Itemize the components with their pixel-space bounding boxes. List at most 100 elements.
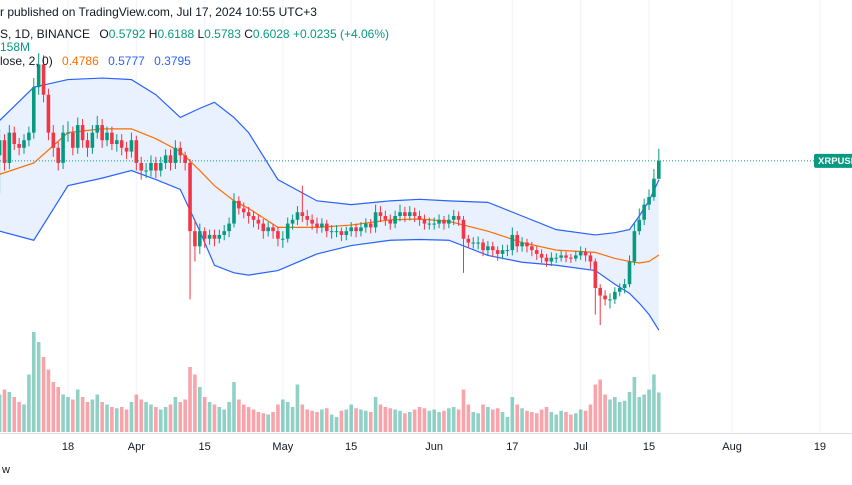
volume-bar xyxy=(119,407,124,432)
symbol-tag: XRPUSD xyxy=(818,156,852,167)
ohlc-value: 0.6028 xyxy=(252,27,290,41)
volume-bar xyxy=(647,389,651,432)
candle-body xyxy=(447,219,451,224)
candle-body xyxy=(544,257,549,262)
x-tick-label: 15 xyxy=(643,441,655,453)
volume-bar xyxy=(2,389,7,432)
volume-bar xyxy=(573,413,578,432)
volume-bar xyxy=(525,410,529,432)
volume-bar xyxy=(158,409,163,432)
candle-body xyxy=(505,250,510,252)
volume-bar xyxy=(193,374,197,432)
volume-bar xyxy=(315,412,319,432)
volume-bar xyxy=(466,404,471,432)
candle-body xyxy=(642,204,646,220)
volume-bar xyxy=(339,410,344,432)
candle-body xyxy=(66,132,70,134)
volume-bar xyxy=(246,407,251,432)
candle-body xyxy=(149,162,153,171)
volume-bar xyxy=(564,412,568,432)
volume-bar xyxy=(198,387,202,432)
candle-body xyxy=(588,255,593,262)
candle-body xyxy=(613,291,617,300)
candle-body xyxy=(41,64,46,95)
candle-body xyxy=(359,227,363,232)
indicator-line: lose, 2, 0) 0.4786 0.5777 0.3795 xyxy=(0,54,191,68)
volume-bar xyxy=(622,400,627,432)
candle-body xyxy=(232,200,236,224)
volume-bar xyxy=(461,389,466,432)
candle-body xyxy=(202,231,207,239)
volume-bar xyxy=(129,402,134,432)
candle-body xyxy=(315,223,319,228)
volume-bar xyxy=(36,342,41,432)
candle-body xyxy=(466,238,471,243)
candle-body xyxy=(2,140,7,163)
candle-body xyxy=(627,261,632,285)
volume-bar xyxy=(154,407,158,432)
volume-bar xyxy=(281,399,285,432)
candle-body xyxy=(329,231,334,233)
candle-body xyxy=(481,242,485,251)
change: +0.0235 (+4.06%) xyxy=(292,27,390,41)
candle-body xyxy=(637,219,642,232)
candle-body xyxy=(251,216,256,220)
candle-body xyxy=(471,242,476,244)
candle-body xyxy=(393,216,397,224)
volume-bar xyxy=(378,404,383,432)
candle-body xyxy=(290,219,295,224)
candle-body xyxy=(622,284,627,288)
candle-body xyxy=(56,147,60,163)
candle-body xyxy=(110,132,114,144)
volume-bar xyxy=(232,382,236,432)
volume-bar xyxy=(427,410,432,432)
volume-bar xyxy=(471,412,476,432)
volume-bar xyxy=(598,379,603,432)
candle-body xyxy=(178,147,183,156)
volume-bar xyxy=(608,399,612,432)
volume-bar xyxy=(100,402,104,432)
candle-body xyxy=(27,132,31,141)
candle-body xyxy=(349,227,353,232)
candle-body xyxy=(85,140,90,148)
volume-bar xyxy=(368,412,373,432)
volume-bar xyxy=(7,392,12,432)
ohlc-label: O xyxy=(99,27,109,41)
volume-bar xyxy=(241,404,246,432)
volume-bar xyxy=(251,409,256,432)
volume-bar xyxy=(613,397,617,432)
candle-body xyxy=(168,155,173,163)
volume-bar xyxy=(17,402,21,432)
volume-bar xyxy=(554,414,559,432)
volume-bar xyxy=(510,397,515,432)
candle-body xyxy=(0,140,2,156)
candle-body xyxy=(549,257,554,262)
x-tick-label: Jun xyxy=(425,441,443,453)
candle-body xyxy=(388,219,393,224)
candle-body xyxy=(119,140,124,148)
volume-bar xyxy=(588,404,593,432)
candle-body xyxy=(525,242,529,247)
candle-body xyxy=(80,125,85,141)
volume-bar xyxy=(75,389,80,432)
candle-body xyxy=(114,140,119,144)
candle-body xyxy=(46,94,51,133)
candle-body xyxy=(31,87,36,133)
volume-bar xyxy=(202,397,207,432)
candle-body xyxy=(158,162,163,171)
candle-body xyxy=(51,132,56,148)
candle-body xyxy=(295,212,300,220)
volume-bar xyxy=(373,397,378,432)
upper-band xyxy=(0,77,660,236)
x-tick-label: Apr xyxy=(128,441,145,453)
candle-body xyxy=(12,132,17,144)
volume-bar xyxy=(212,404,217,432)
volume-label: 158M xyxy=(0,40,31,54)
candle-body xyxy=(173,147,178,163)
candle-body xyxy=(300,212,305,216)
candle-body xyxy=(22,140,26,148)
volume-bar xyxy=(476,413,480,432)
candle-body xyxy=(310,219,314,224)
volume-bar xyxy=(520,408,524,432)
